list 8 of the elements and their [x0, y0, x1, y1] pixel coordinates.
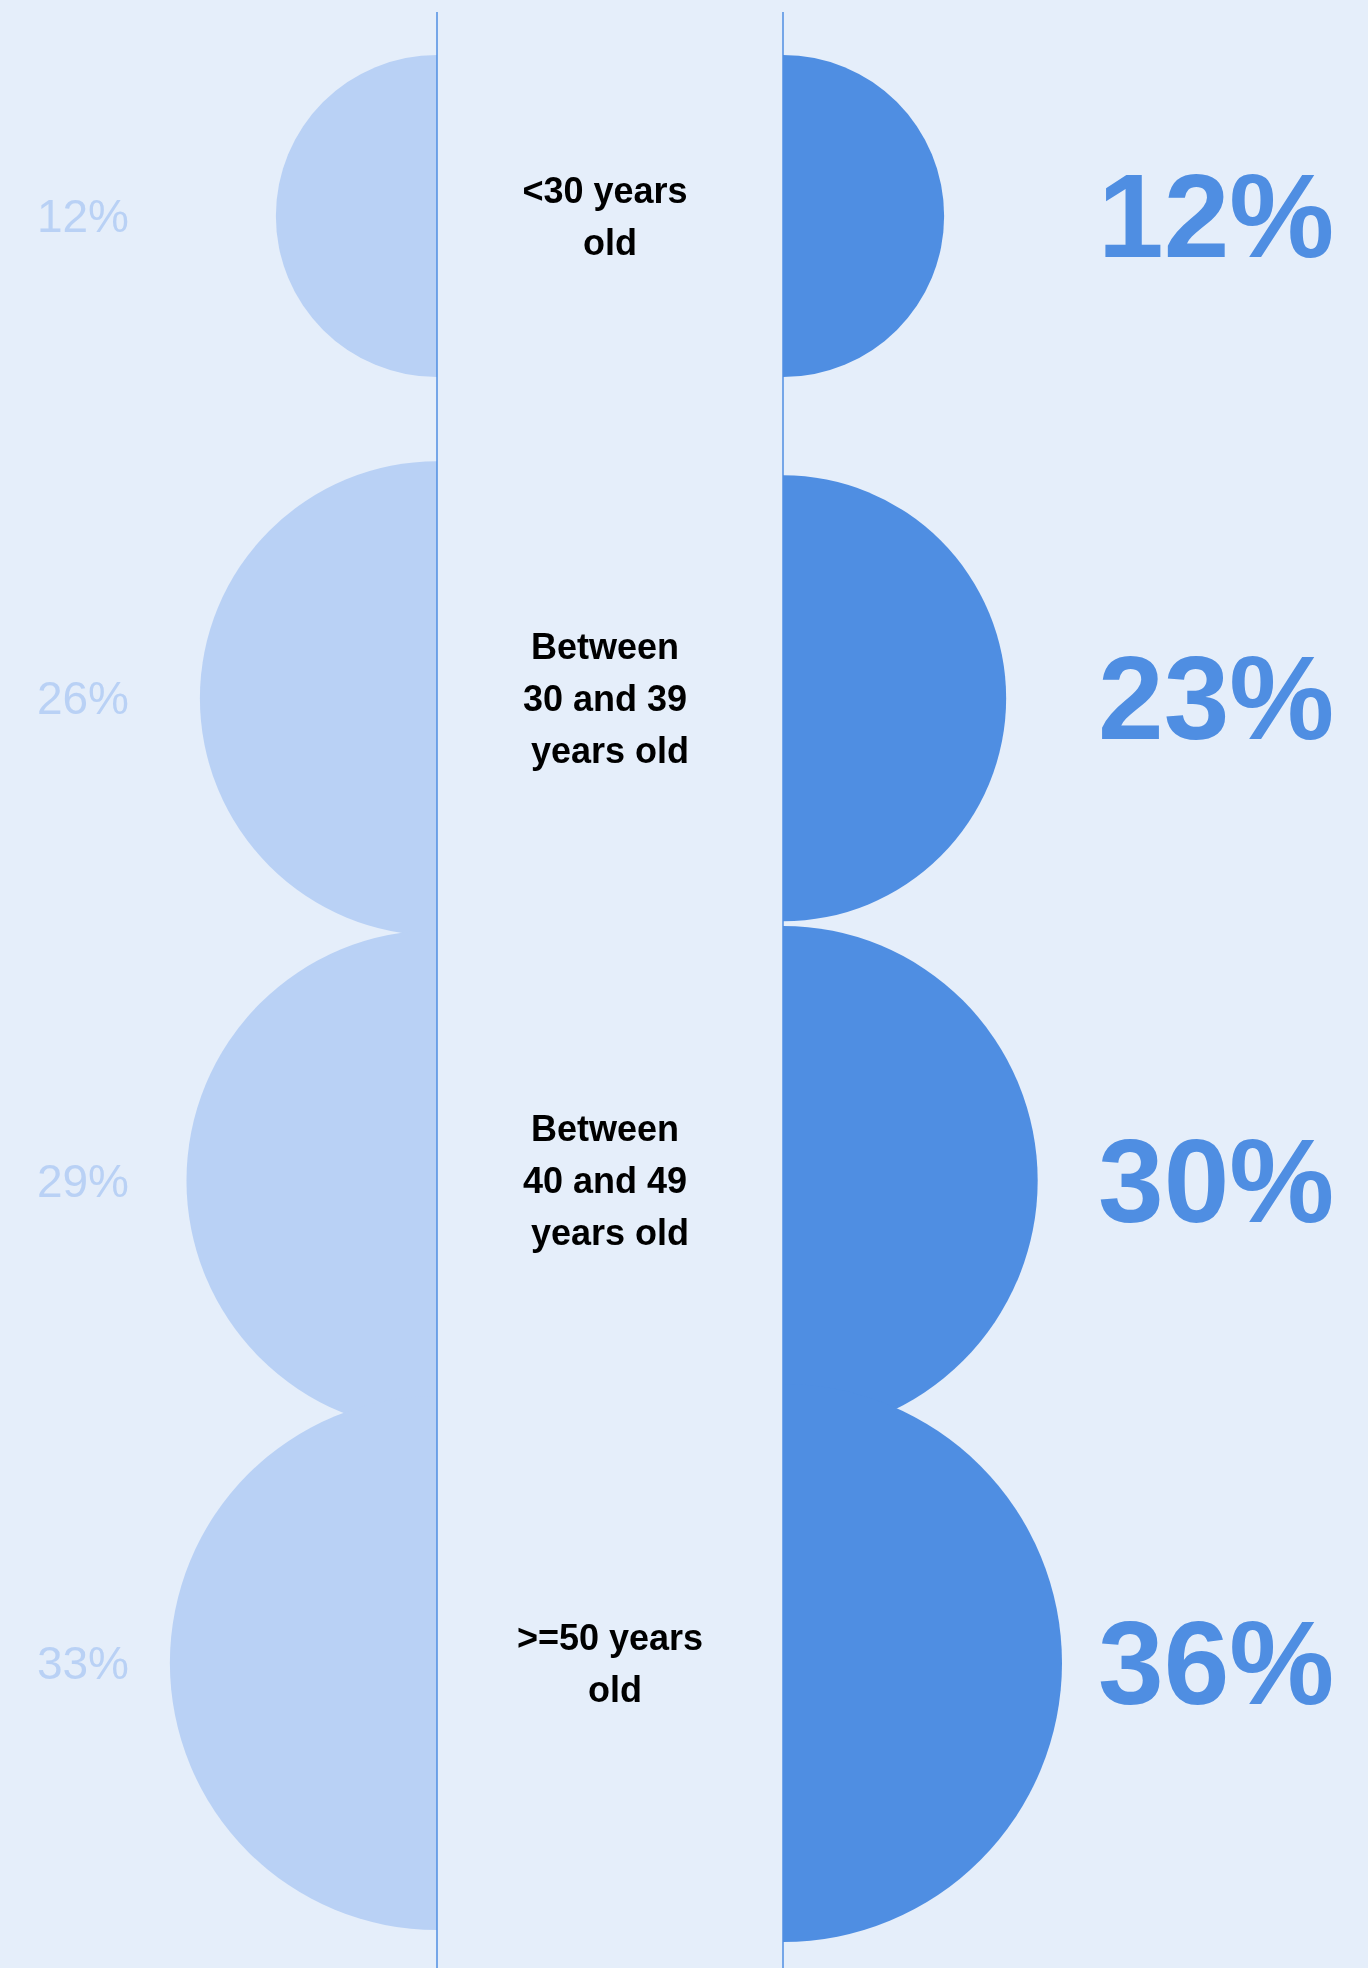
data-label: 30%: [1098, 1114, 1335, 1247]
data-label: 23%: [1098, 632, 1335, 765]
category-label: Between 40 and 49 years old: [522, 1108, 698, 1254]
category-label: >=50 years old: [516, 1616, 704, 1710]
data-label: 36%: [1098, 1597, 1335, 1729]
category-label: Between 30 and 39 years old: [522, 625, 698, 771]
data-label: 12%: [1098, 150, 1335, 282]
category-label: <30 years old: [522, 169, 698, 263]
